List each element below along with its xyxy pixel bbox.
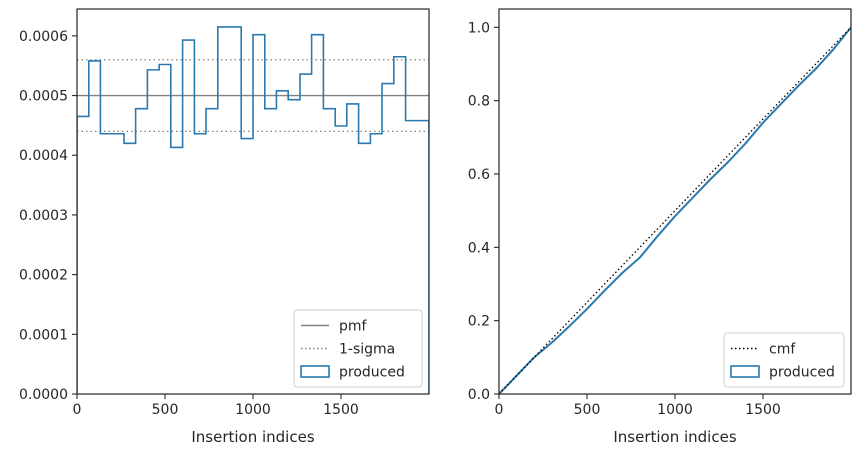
- y-tick-label: 0.2: [468, 314, 490, 330]
- y-tick-label: 1.0: [468, 20, 490, 36]
- legend-swatch-produced: [300, 365, 330, 378]
- legend-frame: [723, 332, 845, 388]
- y-tick-label: 0.4: [468, 240, 490, 256]
- x-tick-label: 1000: [235, 402, 271, 418]
- y-tick-label: 0.0004: [19, 148, 68, 164]
- produced-line: [499, 26, 851, 394]
- x-tick-label: 500: [152, 402, 179, 418]
- y-tick-label: 0.0001: [19, 327, 68, 343]
- y-tick-label: 0.0: [468, 387, 490, 403]
- y-tick-label: 0.0000: [19, 387, 68, 403]
- left-plot-area: [77, 26, 429, 394]
- cmf-line: [499, 26, 851, 394]
- right-legend: cmf produced: [723, 332, 845, 388]
- produced-histogram: [77, 26, 429, 394]
- x-axis-label: Insertion indices: [613, 428, 736, 446]
- x-tick-label: 1000: [657, 402, 693, 418]
- left-legend: pmf 1-sigma produced: [293, 309, 423, 388]
- x-tick-label: 0: [73, 402, 82, 418]
- legend-label-pmf: pmf: [339, 319, 368, 335]
- legend-label-1-sigma: 1-sigma: [339, 342, 395, 358]
- y-tick-label: 0.0006: [19, 29, 68, 45]
- x-tick-label: 0: [495, 402, 504, 418]
- y-tick-label: 0.0003: [19, 208, 68, 224]
- x-axis-label: Insertion indices: [191, 428, 314, 446]
- right-panel: 0 500 1000 1500 0.0 0.2 0.4 0.6 0.8 1.0 Insertion …: [468, 8, 852, 446]
- legend-swatch-produced: [730, 365, 760, 378]
- x-tick-label: 1500: [323, 402, 359, 418]
- x-tick-label: 500: [574, 402, 601, 418]
- legend-frame: [293, 309, 423, 388]
- y-tick-label: 0.0005: [19, 89, 68, 105]
- y-tick-label: 0.6: [468, 167, 490, 183]
- y-tick-label: 0.0002: [19, 268, 68, 284]
- x-tick-label: 1500: [745, 402, 781, 418]
- y-tick-label: 0.8: [468, 94, 490, 110]
- left-panel: 0 500 1000 1500 0.0000 0.0001 0.0002 0.0003 0.00…: [19, 8, 430, 446]
- legend-label-produced: produced: [769, 365, 835, 381]
- right-plot-area: [499, 26, 851, 394]
- legend-label-cmf: cmf: [769, 342, 796, 358]
- legend-label-produced: produced: [339, 365, 405, 381]
